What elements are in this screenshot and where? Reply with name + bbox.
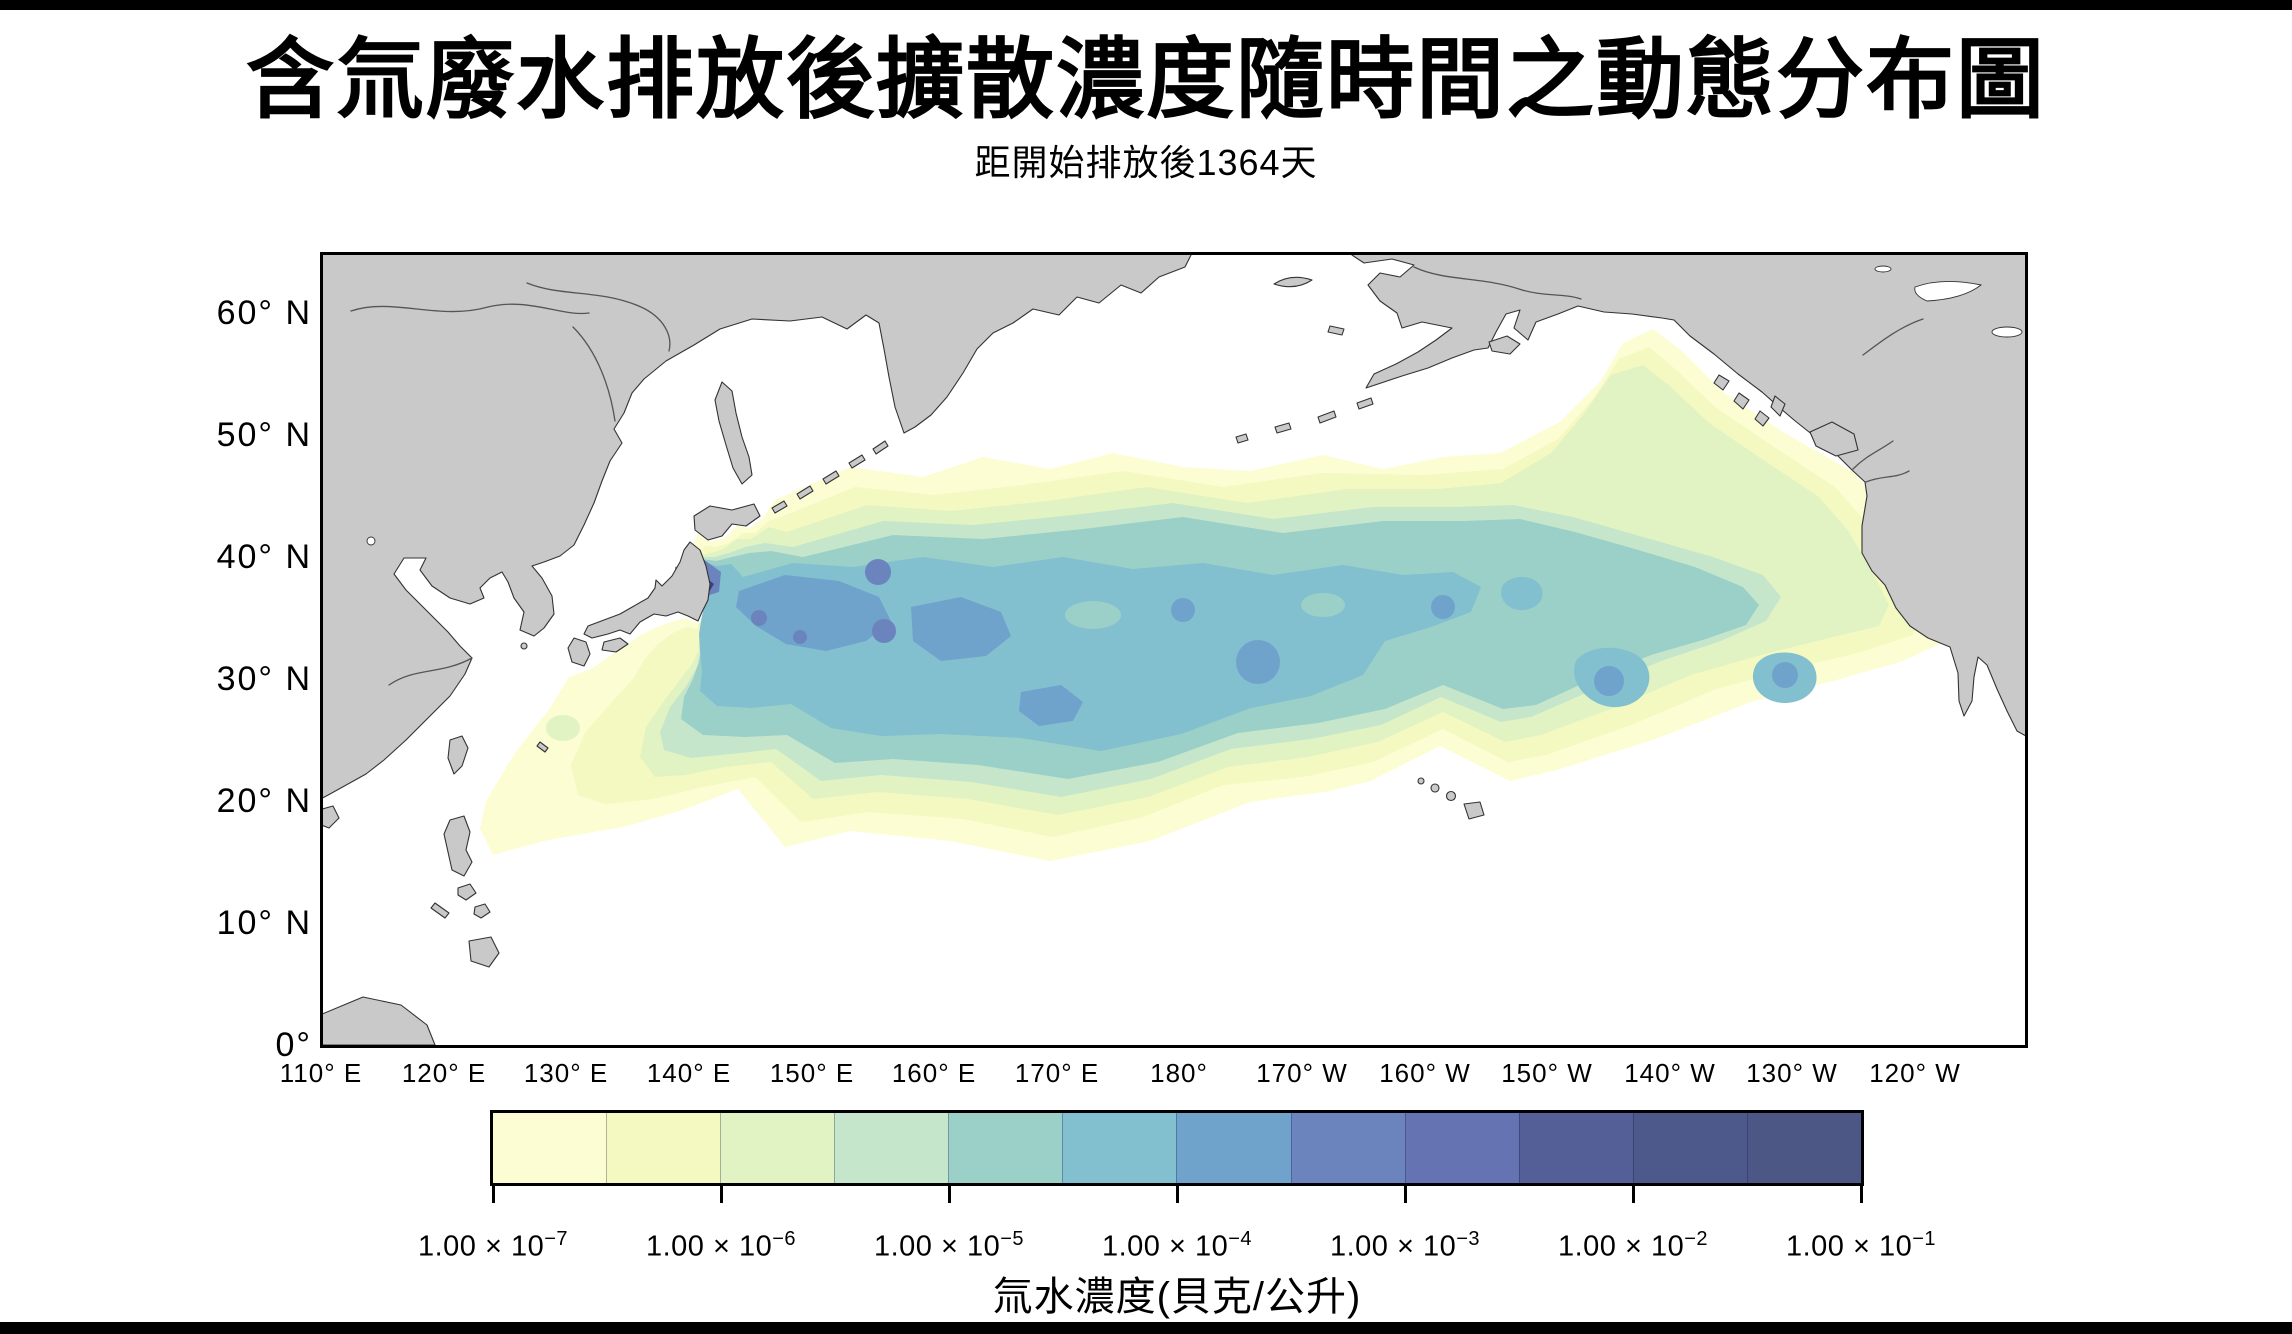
land-haida-gwaii [1770, 395, 1786, 417]
colorbar-segment-6 [1062, 1113, 1177, 1183]
colorbar-segment-11 [1632, 1113, 1747, 1183]
y-tick-label: 60° N [216, 294, 312, 332]
colorbar-tick-label: 1.00 × 10−2 [1557, 1228, 1709, 1263]
land-hainan [323, 805, 340, 829]
colorbar-segment-9 [1404, 1113, 1519, 1183]
colorbar-tick-label: 1.00 × 10−1 [1785, 1228, 1937, 1263]
plume-level-7-spot-4 [1431, 595, 1455, 619]
lakes [366, 265, 2023, 546]
colorbar-segment-12 [1746, 1113, 1861, 1183]
colorbar-segment-10 [1518, 1113, 1633, 1183]
plume-level-6-core-band [699, 557, 1481, 751]
colorbar-segment-5 [948, 1113, 1063, 1183]
land-sakhalin [714, 381, 753, 485]
colorbar-tick [1632, 1186, 1635, 1203]
land-honshu [583, 541, 711, 639]
colorbar [490, 1110, 1864, 1186]
colorbar-tick [720, 1186, 723, 1203]
map-plot-area [320, 252, 2028, 1048]
y-tick-label: 20° N [216, 782, 312, 820]
land-asia-mainland [323, 255, 1192, 799]
land-kuril-islands [771, 440, 889, 514]
x-tick-label: 160° W [1379, 1058, 1471, 1088]
land-taiwan [447, 735, 469, 775]
x-tick-label: 130° W [1746, 1058, 1838, 1088]
plume-lobe-patch [546, 715, 580, 741]
top-letterbox-bar [0, 0, 2292, 10]
colorbar-segment-1 [493, 1113, 607, 1183]
x-tick-label: 170° W [1256, 1058, 1348, 1088]
land-kyushu [567, 637, 591, 667]
plume-light-hole-1 [1065, 601, 1121, 629]
colorbar-tick-label: 1.00 × 10−4 [1101, 1228, 1253, 1263]
colorbar-segment-3 [720, 1113, 835, 1183]
pacific-map-svg [323, 255, 2025, 1045]
plume-level-8-spot-1 [865, 559, 891, 585]
x-tick-label: 180° [1150, 1058, 1208, 1088]
x-tick-label: 140° W [1624, 1058, 1716, 1088]
x-tick-label: 170° E [1014, 1058, 1100, 1088]
colorbar-segment-4 [834, 1113, 949, 1183]
plume-level-7-spot-2 [1594, 666, 1624, 696]
land-north-america [1351, 255, 2025, 737]
land-borneo [323, 996, 436, 1045]
x-tick-label: 160° E [891, 1058, 977, 1088]
colorbar-tick-label: 1.00 × 10−5 [873, 1228, 1025, 1263]
land-alaska-panhandle-islands [1713, 374, 1770, 427]
plume-level-7-patch-3 [1019, 685, 1083, 726]
colorbar-segment-8 [1290, 1113, 1405, 1183]
colorbar-tick-label: 1.00 × 10−3 [1329, 1228, 1481, 1263]
x-tick-label: 150° W [1501, 1058, 1593, 1088]
small-islands-west [520, 642, 549, 753]
x-tick-label: 130° E [523, 1058, 609, 1088]
x-tick-label: 140° E [646, 1058, 732, 1088]
plume-level-8-spot-4 [751, 610, 767, 626]
x-tick-label: 110° E [279, 1058, 363, 1088]
plume-level-7-spot-1 [1236, 640, 1280, 684]
tritium-plume-contours [480, 329, 1949, 861]
x-tick-label: 120° W [1869, 1058, 1961, 1088]
colorbar-segment-2 [606, 1113, 721, 1183]
colorbar-tick [1404, 1186, 1407, 1203]
plume-level-7-spot-3 [1772, 662, 1798, 688]
y-tick-label: 40° N [216, 538, 312, 576]
page-title: 含氚廢水排放後擴散濃度隨時間之動態分布圖 [245, 30, 2046, 129]
land-philippines [430, 815, 500, 968]
page-subtitle: 距開始排放後1364天 [974, 142, 1318, 183]
land-kodiak-island [1488, 335, 1521, 355]
landmasses [323, 255, 2025, 1045]
colorbar-axis-label: 氚水濃度(貝克/公升) [992, 1275, 1362, 1319]
colorbar-tick-label: 1.00 × 10−7 [417, 1228, 569, 1263]
land-hawaiian-islands [1417, 777, 1485, 820]
plume-level-8-spot-3 [793, 630, 807, 644]
y-tick-label: 50° N [216, 416, 312, 454]
colorbar-tick [1860, 1186, 1863, 1203]
y-tick-label: 0° [275, 1026, 312, 1064]
colorbar-tick [1176, 1186, 1179, 1203]
x-tick-label: 120° E [401, 1058, 487, 1088]
colorbar-tick-label: 1.00 × 10−6 [645, 1228, 797, 1263]
colorbar-tick [948, 1186, 951, 1203]
land-shikoku [601, 637, 629, 653]
land-vancouver-island [1809, 421, 1859, 457]
y-tick-label: 30° N [216, 660, 312, 698]
plume-level-7-patch-2 [911, 597, 1011, 661]
colorbar-segment-7 [1176, 1113, 1291, 1183]
land-hokkaido [693, 503, 761, 541]
bottom-letterbox-bar [0, 1322, 2292, 1334]
land-bering-sea-islands [1273, 276, 1345, 336]
colorbar-tick [492, 1186, 495, 1203]
rivers [350, 266, 1924, 686]
x-tick-label: 150° E [769, 1058, 855, 1088]
plume-level-6-blob-east-3 [1500, 576, 1543, 611]
plume-level-7-patch-1 [736, 575, 891, 651]
plume-level-7-spot-5 [1171, 598, 1195, 622]
y-tick-label: 10° N [216, 904, 312, 942]
plume-level-8-spot-2 [872, 619, 896, 643]
plume-light-hole-2 [1301, 593, 1345, 617]
land-aleutian-islands [1235, 397, 1374, 444]
